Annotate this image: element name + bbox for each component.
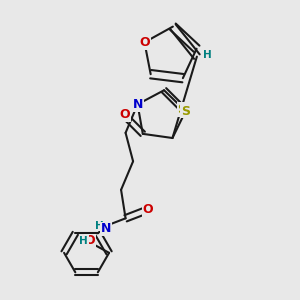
Text: N: N <box>132 98 143 111</box>
Text: S: S <box>181 105 190 118</box>
Text: O: O <box>143 203 153 216</box>
Text: O: O <box>119 108 130 122</box>
Text: H: H <box>95 221 104 231</box>
Text: O: O <box>84 234 95 247</box>
Text: N: N <box>101 222 111 235</box>
Text: S: S <box>178 103 187 116</box>
Text: H: H <box>79 236 88 246</box>
Text: H: H <box>203 50 212 60</box>
Text: O: O <box>139 36 150 49</box>
